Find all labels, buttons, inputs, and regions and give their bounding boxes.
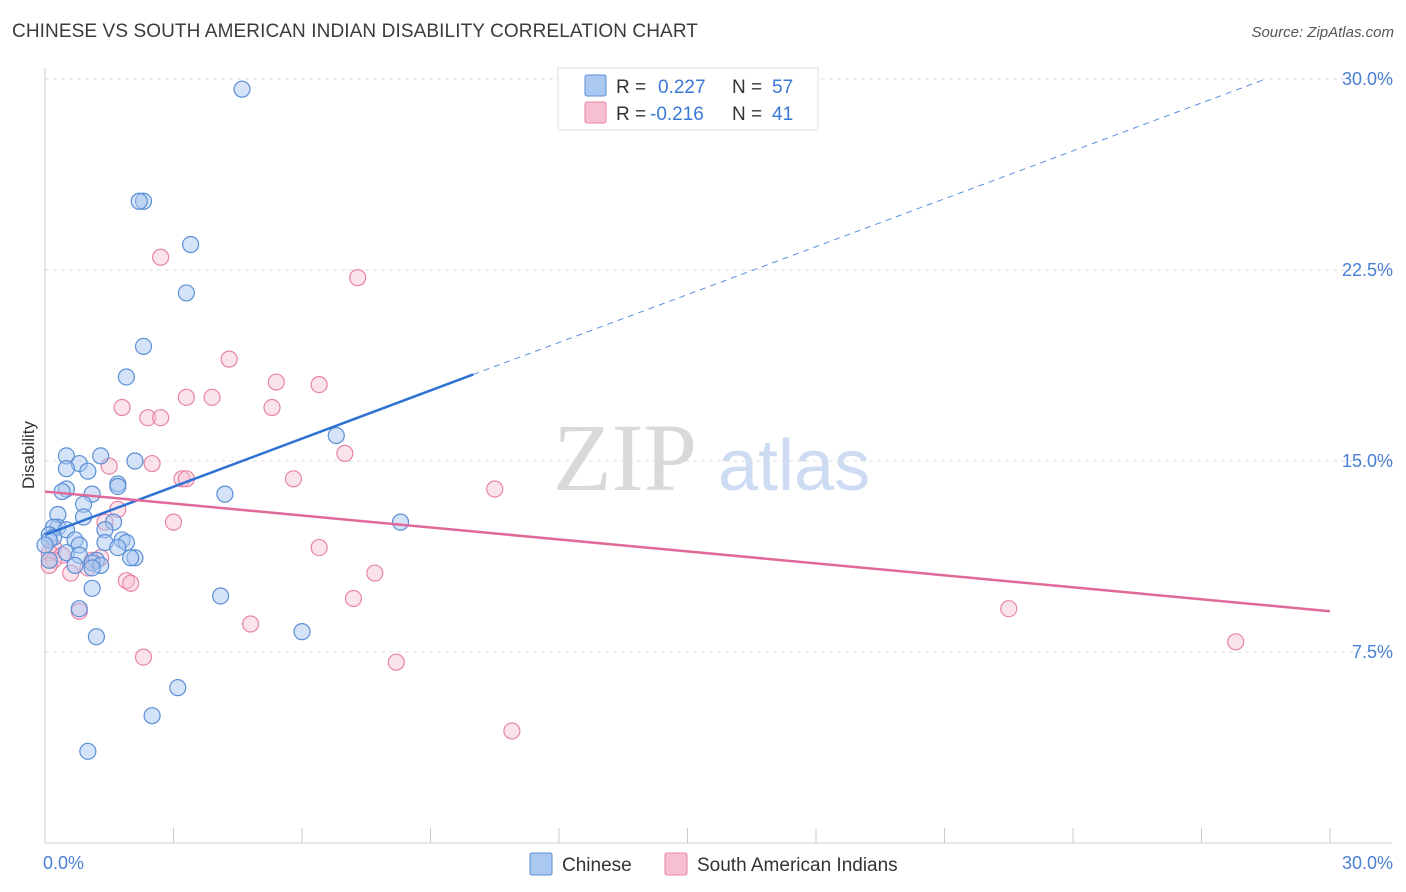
legend-label-sai: South American Indians <box>697 855 898 876</box>
point-chinese <box>122 549 140 567</box>
trend-lines <box>44 78 1331 613</box>
point-chinese <box>57 460 76 478</box>
stats-legend: R = 0.227 N = 57 R = -0.216 N = 41 <box>557 67 819 131</box>
point-chinese <box>216 485 234 503</box>
point-chinese <box>233 80 251 98</box>
trend-line-south-american-indians <box>44 490 1331 613</box>
axes <box>44 68 1392 844</box>
bottom-legend: Chinese South American Indians <box>529 852 898 876</box>
stats-n-label-chinese: N = <box>732 77 762 98</box>
watermark-zip: ZIP <box>553 404 697 511</box>
point-south-american-indians <box>310 376 328 394</box>
point-chinese <box>182 235 200 254</box>
legend-swatch-chinese <box>529 852 553 876</box>
x-tick-label-min: 0.0% <box>43 853 84 873</box>
point-chinese <box>293 623 311 641</box>
series-chinese <box>36 80 410 760</box>
x-tick-labels: 0.0% 30.0% <box>43 853 1393 873</box>
point-south-american-indians <box>503 722 521 740</box>
point-south-american-indians <box>152 409 170 427</box>
point-south-american-indians <box>336 444 354 462</box>
watermark-atlas: atlas <box>718 426 870 506</box>
point-south-american-indians <box>122 574 140 592</box>
point-chinese <box>130 192 148 210</box>
point-south-american-indians <box>284 470 303 488</box>
point-chinese <box>83 559 101 577</box>
stats-n-value-sai: 41 <box>772 104 793 125</box>
point-south-american-indians <box>177 388 195 406</box>
source-credit: Source: ZipAtlas.com <box>1251 24 1394 41</box>
point-south-american-indians <box>344 589 362 608</box>
point-chinese <box>109 538 127 557</box>
point-chinese <box>327 426 345 445</box>
y-tick-labels: 7.5% 15.0% 22.5% 30.0% <box>1342 69 1393 662</box>
legend-label-chinese: Chinese <box>562 855 632 876</box>
gridlines <box>45 78 1392 653</box>
point-south-american-indians <box>152 248 170 266</box>
point-chinese <box>177 284 195 302</box>
point-south-american-indians <box>164 513 183 531</box>
point-south-american-indians <box>387 653 405 671</box>
point-chinese <box>87 628 106 646</box>
point-chinese <box>109 477 127 496</box>
point-south-american-indians <box>134 648 153 666</box>
x-tick-label-max: 30.0% <box>1342 853 1393 873</box>
point-south-american-indians <box>486 480 504 498</box>
trend-line-chinese <box>44 373 474 537</box>
point-chinese <box>36 536 54 554</box>
point-south-american-indians <box>139 409 157 427</box>
y-tick-label: 7.5% <box>1352 642 1393 662</box>
stats-legend-swatch-sai <box>584 101 607 124</box>
stats-n-label-sai: N = <box>732 104 762 125</box>
point-south-american-indians <box>267 373 285 391</box>
y-axis-title: Disability <box>19 420 38 489</box>
point-chinese <box>212 587 230 605</box>
trend-line-chinese-extension <box>473 78 1266 375</box>
point-chinese <box>79 462 97 480</box>
point-south-american-indians <box>310 538 328 557</box>
point-chinese <box>70 600 88 618</box>
chart-title: CHINESE VS SOUTH AMERICAN INDIAN DISABIL… <box>12 21 698 42</box>
point-chinese <box>391 513 410 531</box>
y-tick-label: 22.5% <box>1342 260 1393 280</box>
point-south-american-indians <box>1000 600 1018 618</box>
stats-r-value-sai: -0.216 <box>650 104 704 125</box>
legend-swatch-sai <box>664 852 688 876</box>
point-chinese <box>92 447 110 465</box>
point-chinese <box>169 679 187 697</box>
point-south-american-indians <box>203 388 221 406</box>
stats-legend-swatch-chinese <box>584 74 607 97</box>
y-tick-label: 30.0% <box>1342 69 1393 89</box>
point-south-american-indians <box>263 398 281 417</box>
stats-r-label-chinese: R = <box>616 77 646 98</box>
point-south-american-indians <box>113 398 131 417</box>
stats-n-value-chinese: 57 <box>772 77 793 98</box>
point-south-american-indians <box>242 615 260 633</box>
point-chinese <box>134 337 153 355</box>
point-chinese <box>126 452 144 470</box>
point-chinese <box>83 579 101 597</box>
stats-r-value-chinese: 0.227 <box>658 77 706 98</box>
point-south-american-indians <box>143 454 161 473</box>
point-south-american-indians <box>366 564 384 582</box>
point-chinese <box>66 556 84 575</box>
point-south-american-indians <box>349 269 367 287</box>
stats-r-label-sai: R = <box>616 104 646 125</box>
y-tick-label: 15.0% <box>1342 451 1393 471</box>
series-south-american-indians <box>40 248 1245 740</box>
point-chinese <box>79 742 97 760</box>
point-chinese <box>117 368 135 386</box>
point-south-american-indians <box>1227 633 1245 651</box>
point-chinese <box>40 551 58 569</box>
point-south-american-indians <box>220 350 238 368</box>
point-chinese <box>143 707 161 725</box>
